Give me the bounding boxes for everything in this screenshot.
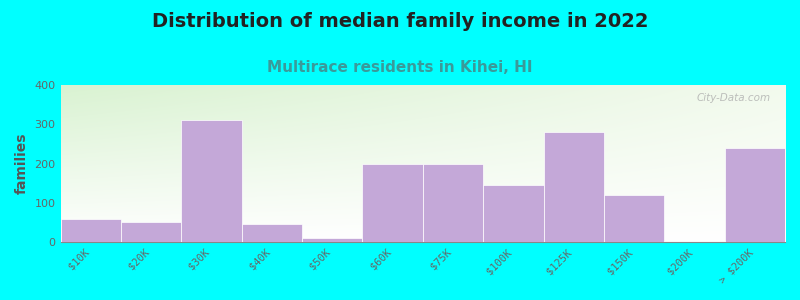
- Text: Multirace residents in Kihei, HI: Multirace residents in Kihei, HI: [267, 60, 533, 75]
- Bar: [362, 164, 422, 242]
- Bar: [121, 223, 182, 242]
- Bar: [182, 120, 242, 242]
- Bar: [302, 238, 362, 242]
- Bar: [725, 148, 785, 242]
- Text: Distribution of median family income in 2022: Distribution of median family income in …: [152, 12, 648, 31]
- Bar: [604, 195, 664, 242]
- Bar: [422, 164, 483, 242]
- Text: City-Data.com: City-Data.com: [696, 93, 770, 103]
- Y-axis label: families: families: [15, 133, 29, 194]
- Bar: [543, 132, 604, 242]
- Bar: [242, 224, 302, 242]
- Bar: [483, 185, 543, 242]
- Bar: [61, 219, 121, 242]
